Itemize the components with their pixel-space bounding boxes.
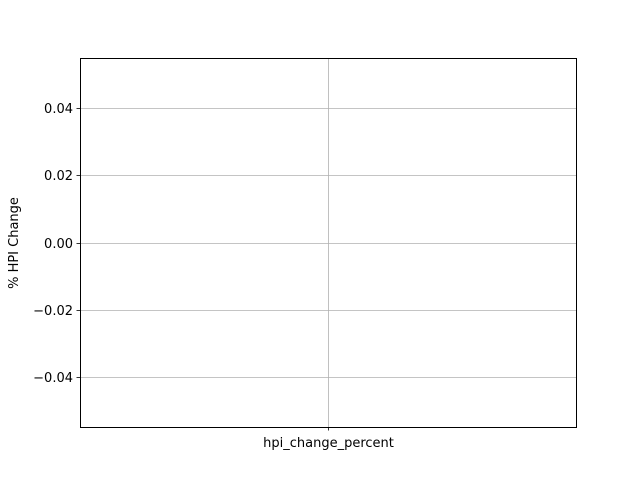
y-axis-label: % HPI Change xyxy=(7,197,22,289)
grid xyxy=(80,58,576,427)
y-tick-label: −0.04 xyxy=(33,371,73,386)
x-axis-ticks: hpi_change_percent xyxy=(263,427,394,451)
y-tick-label: 0.02 xyxy=(44,169,73,184)
y-tick-label: 0.04 xyxy=(44,102,73,117)
x-tick-label: hpi_change_percent xyxy=(263,436,394,451)
y-tick-label: 0.00 xyxy=(44,237,73,252)
y-tick-label: −0.02 xyxy=(33,304,73,319)
y-axis-ticks: −0.04 −0.02 0.00 0.02 0.04 xyxy=(33,102,80,386)
